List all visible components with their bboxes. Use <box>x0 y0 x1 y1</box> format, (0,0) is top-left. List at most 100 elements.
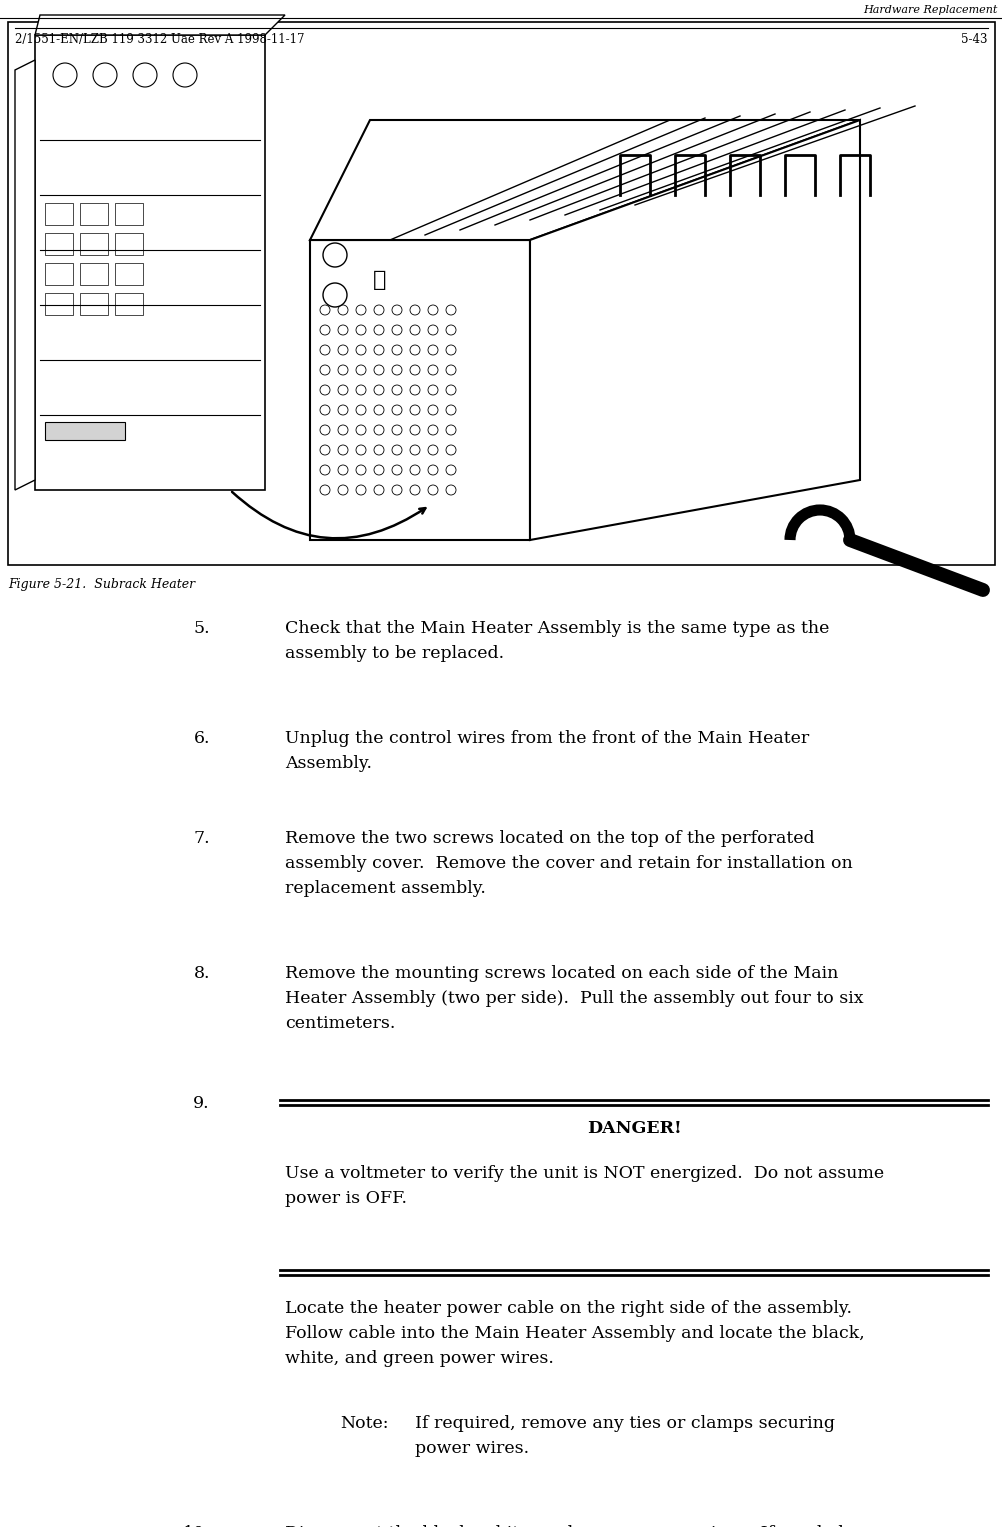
Circle shape <box>338 305 348 315</box>
Circle shape <box>428 385 438 395</box>
Circle shape <box>374 325 384 334</box>
Text: ⎘: ⎘ <box>373 270 387 290</box>
Circle shape <box>410 305 420 315</box>
Bar <box>80 293 108 315</box>
Text: 9.: 9. <box>193 1095 209 1112</box>
Circle shape <box>338 425 348 435</box>
Circle shape <box>446 405 456 415</box>
Circle shape <box>338 385 348 395</box>
Polygon shape <box>529 121 859 541</box>
Circle shape <box>446 466 456 475</box>
Circle shape <box>392 305 402 315</box>
Circle shape <box>410 444 420 455</box>
Circle shape <box>320 444 330 455</box>
Circle shape <box>446 444 456 455</box>
Circle shape <box>53 63 77 87</box>
Circle shape <box>446 425 456 435</box>
Bar <box>45 203 73 224</box>
Bar <box>45 263 73 286</box>
Text: Use a voltmeter to verify the unit is NOT energized.  Do not assume
power is OFF: Use a voltmeter to verify the unit is NO… <box>285 1165 883 1206</box>
Circle shape <box>320 425 330 435</box>
Circle shape <box>320 305 330 315</box>
Text: 10.: 10. <box>182 1525 209 1527</box>
Text: 8.: 8. <box>193 965 209 982</box>
Circle shape <box>446 486 456 495</box>
Circle shape <box>320 486 330 495</box>
Circle shape <box>338 444 348 455</box>
Circle shape <box>338 486 348 495</box>
Circle shape <box>356 385 366 395</box>
Circle shape <box>338 325 348 334</box>
Circle shape <box>374 486 384 495</box>
Text: 6.: 6. <box>193 730 209 747</box>
Text: If required, remove any ties or clamps securing
power wires.: If required, remove any ties or clamps s… <box>415 1416 835 1457</box>
Text: Remove the two screws located on the top of the perforated
assembly cover.  Remo: Remove the two screws located on the top… <box>285 831 852 896</box>
Circle shape <box>392 425 402 435</box>
Circle shape <box>428 425 438 435</box>
Circle shape <box>410 466 420 475</box>
Circle shape <box>428 345 438 354</box>
Circle shape <box>392 325 402 334</box>
Bar <box>80 234 108 255</box>
Circle shape <box>320 325 330 334</box>
Polygon shape <box>15 60 35 490</box>
Text: 5-43: 5-43 <box>961 34 987 46</box>
Circle shape <box>428 325 438 334</box>
Text: 2/1551-EN/LZB 119 3312 Uae Rev A 1998-11-17: 2/1551-EN/LZB 119 3312 Uae Rev A 1998-11… <box>15 34 305 46</box>
Polygon shape <box>310 121 859 240</box>
Circle shape <box>446 365 456 376</box>
Circle shape <box>320 345 330 354</box>
Circle shape <box>410 425 420 435</box>
Circle shape <box>356 305 366 315</box>
Circle shape <box>446 345 456 354</box>
Text: Figure 5-21.  Subrack Heater: Figure 5-21. Subrack Heater <box>8 579 195 591</box>
Text: Unplug the control wires from the front of the Main Heater
Assembly.: Unplug the control wires from the front … <box>285 730 809 771</box>
Text: Note:: Note: <box>340 1416 388 1432</box>
Circle shape <box>338 405 348 415</box>
Circle shape <box>428 466 438 475</box>
Circle shape <box>374 305 384 315</box>
Circle shape <box>428 305 438 315</box>
Circle shape <box>392 466 402 475</box>
Text: Hardware Replacement: Hardware Replacement <box>863 5 997 15</box>
Bar <box>45 234 73 255</box>
Circle shape <box>392 365 402 376</box>
Bar <box>35 35 265 490</box>
Text: Disconnect the black, white, and green power wires.  If needed,
record wire posi: Disconnect the black, white, and green p… <box>285 1525 849 1527</box>
Circle shape <box>338 466 348 475</box>
Circle shape <box>392 405 402 415</box>
Text: Remove the mounting screws located on each side of the Main
Heater Assembly (two: Remove the mounting screws located on ea… <box>285 965 863 1032</box>
Bar <box>45 421 125 440</box>
Polygon shape <box>310 240 529 541</box>
Bar <box>115 234 143 255</box>
Bar <box>115 203 143 224</box>
Bar <box>80 263 108 286</box>
Circle shape <box>323 243 347 267</box>
Circle shape <box>410 325 420 334</box>
Circle shape <box>320 405 330 415</box>
Bar <box>8 21 994 565</box>
Circle shape <box>428 405 438 415</box>
Text: 7.: 7. <box>193 831 209 847</box>
Circle shape <box>356 486 366 495</box>
Circle shape <box>374 405 384 415</box>
Circle shape <box>338 365 348 376</box>
Circle shape <box>410 345 420 354</box>
Circle shape <box>446 305 456 315</box>
Circle shape <box>428 486 438 495</box>
Circle shape <box>374 466 384 475</box>
Text: Locate the heater power cable on the right side of the assembly.
Follow cable in: Locate the heater power cable on the rig… <box>285 1299 864 1367</box>
Circle shape <box>93 63 117 87</box>
Circle shape <box>356 345 366 354</box>
Circle shape <box>374 385 384 395</box>
Bar <box>115 293 143 315</box>
Circle shape <box>323 282 347 307</box>
Circle shape <box>410 486 420 495</box>
Circle shape <box>392 444 402 455</box>
Circle shape <box>320 365 330 376</box>
Circle shape <box>320 385 330 395</box>
Circle shape <box>133 63 157 87</box>
Circle shape <box>446 385 456 395</box>
Circle shape <box>356 466 366 475</box>
Circle shape <box>428 444 438 455</box>
